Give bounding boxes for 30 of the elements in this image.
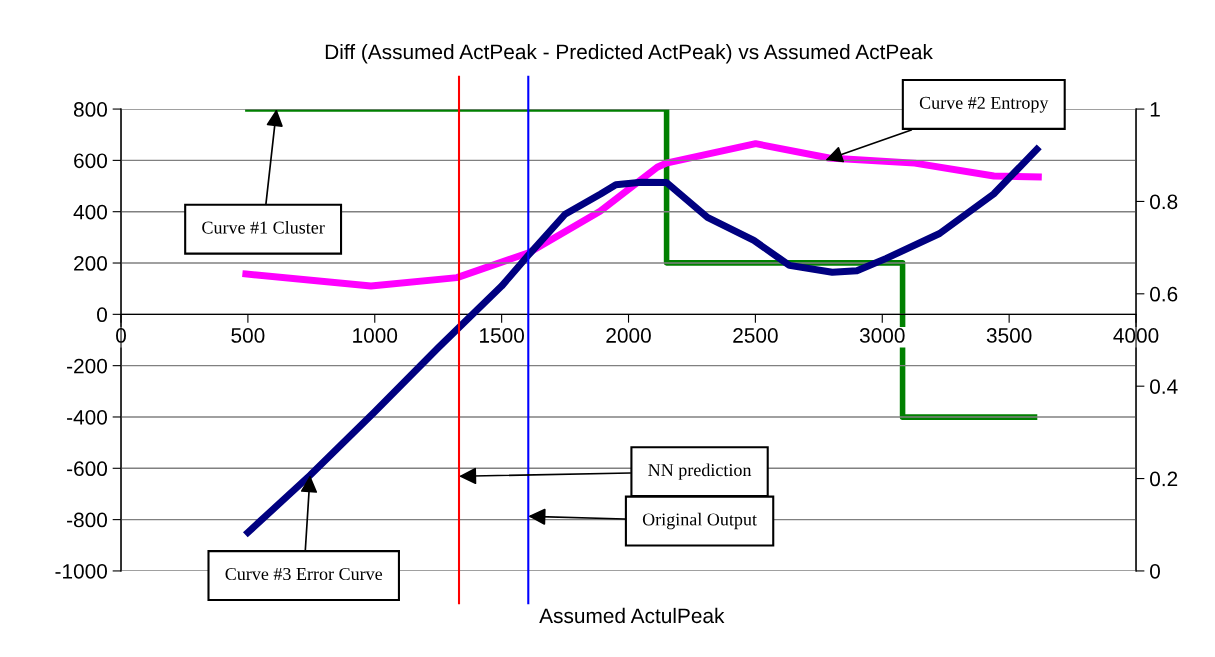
y2-tick-label: 0.2 [1150,471,1178,487]
annotation: Curve #1 Cluster [202,220,325,234]
x-tick-label: 2000 [606,328,651,343]
x-axis-title: Assumed ActulPeak [539,607,725,624]
x-tick-label: 1500 [480,328,524,343]
annotation: NN prediction [648,463,752,480]
y2-tick-label: 0.6 [1150,286,1178,302]
y2-tick-label: 0.4 [1150,379,1178,394]
x-tick-label: 3000 [859,328,905,343]
chart-title: Diff (Assumed ActPeak - Predicted ActPeak) vs Assumed ActPeak [325,43,933,64]
y-tick-label: -200 [67,358,108,374]
x-tick-label: 1000 [353,328,398,343]
y-tick-label: -800 [67,512,108,528]
y2-tick-label: 0 [1150,563,1160,579]
y-tick-label: 200 [74,256,108,271]
y-tick-label: -400 [67,409,108,425]
x-tick-label: 500 [231,328,265,343]
y-tick-label: -1000 [55,563,108,579]
y-tick-label: 600 [74,153,108,169]
x-tick-label: 3500 [986,328,1032,343]
y-tick-label: -600 [67,461,108,477]
y-tick-label: 0 [97,307,108,323]
annotation: Original Output [642,512,757,530]
x-tick-label: 2500 [733,328,778,343]
y-tick-label: 800 [73,102,108,117]
y2-tick-label: 0.8 [1150,194,1178,210]
y2-tick-label: 1 [1150,102,1160,117]
annotation: Curve #2 Entropy [919,96,1049,113]
y-tick-label: 400 [73,204,108,220]
annotation: Curve #3 Error Curve [225,567,383,581]
